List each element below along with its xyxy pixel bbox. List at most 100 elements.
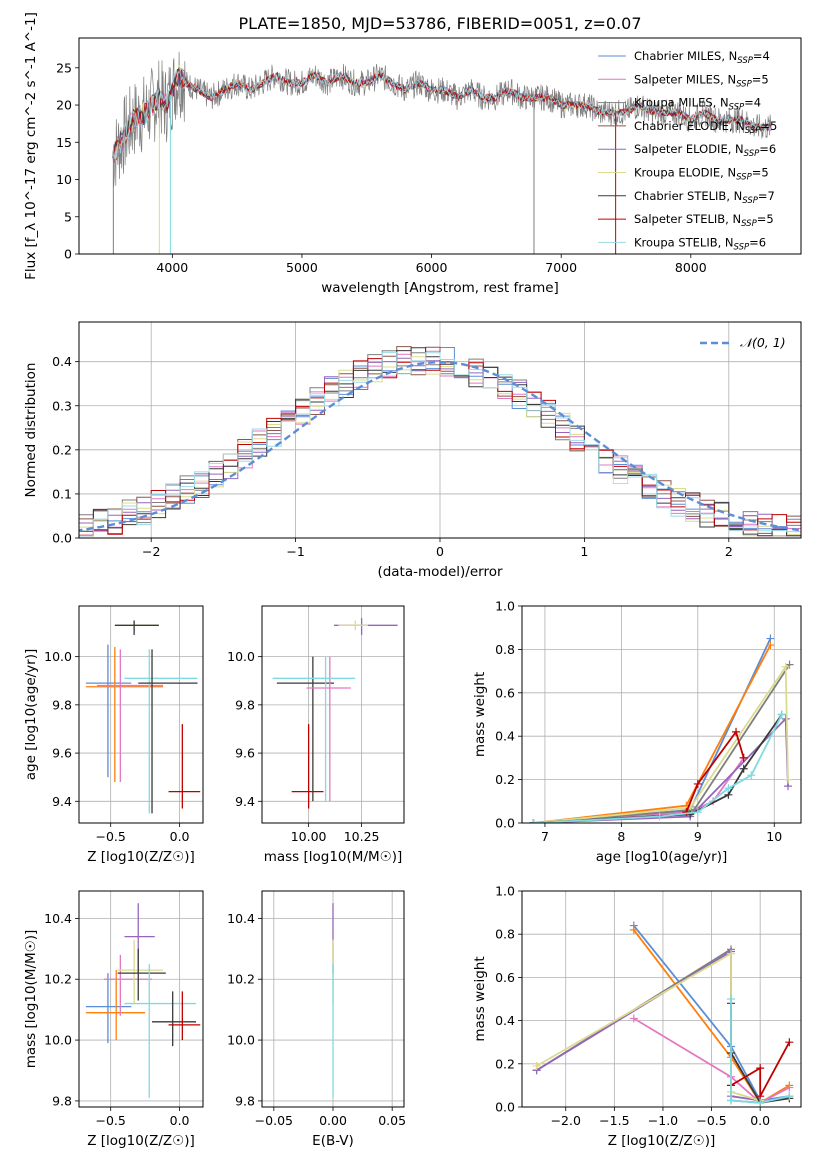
x-tick-label: 0.0 (750, 1113, 770, 1128)
x-tick-label: −1 (286, 544, 304, 559)
legend: 𝒩(0, 1) (700, 335, 786, 350)
plot-area (272, 618, 398, 809)
errorbar-point (338, 620, 368, 631)
x-tick-label: −1.0 (648, 1113, 678, 1128)
model-spectrum-line (112, 68, 772, 159)
x-tick-label: 0 (436, 544, 444, 559)
mass-weight-series-line (536, 949, 761, 1102)
plus-marker (727, 949, 736, 958)
legend-label: Kroupa STELIB, NSSP=6 (634, 235, 766, 252)
plot-age-vs-mass: 10.00 10.25 9.4 9.6 9.8 10.0 mass [log10(M/M☉)… (227, 605, 405, 865)
y-tick-label: 9.4 (52, 794, 72, 809)
plot-area (529, 634, 794, 823)
plus-marker (766, 641, 775, 650)
y-tick-label: 10.2 (44, 972, 72, 987)
y-tick-label: 0.2 (495, 1056, 515, 1071)
x-tick-label: 0.0 (170, 829, 190, 844)
x-tick-label: 8 (617, 829, 625, 844)
y-tick-label: 0.2 (495, 772, 515, 787)
errorbar-point (334, 618, 398, 635)
x-tick-label: 10.25 (344, 829, 380, 844)
plot-spectrum: 4000 5000 6000 7000 8000 0 5 10 15 20 25 wavelength… (23, 12, 802, 296)
errorbar-point (117, 948, 166, 1001)
legend-label: Chabrier STELIB, NSSP=7 (634, 189, 775, 206)
plot-area (112, 51, 772, 254)
x-axis-label: mass [log10(M/M☉)] (264, 849, 403, 865)
x-axis-label: E(B-V) (312, 1133, 354, 1149)
errorbar-point (124, 903, 155, 974)
y-tick-label: 0.8 (495, 642, 515, 657)
y-tick-label: 0.4 (495, 1013, 515, 1028)
legend-label: Chabrier ELODIE, NSSP=5 (634, 119, 777, 136)
errorbar-point (168, 991, 201, 1041)
y-tick-label: 10.0 (44, 1033, 72, 1048)
plots: 4000 5000 6000 7000 80000510152025wavelength… (23, 12, 802, 1149)
x-tick-label: −0.5 (96, 1113, 126, 1128)
x-tick-label: 10.00 (291, 829, 327, 844)
y-tick-label: 0.4 (52, 354, 72, 369)
y-tick-label: 0.0 (495, 1100, 515, 1115)
x-tick-label: −0.5 (96, 829, 126, 844)
legend-label: Chabrier MILES, NSSP=4 (634, 49, 770, 66)
errorbar-point (168, 724, 201, 809)
x-tick-label: −1.5 (599, 1113, 629, 1128)
axes-frame (261, 605, 405, 824)
x-tick-label: 6000 (416, 260, 448, 275)
plus-marker (629, 1014, 638, 1023)
y-tick-label: 10 (56, 172, 72, 187)
x-tick-label: 0.05 (378, 1113, 406, 1128)
errorbar-point (85, 644, 132, 778)
y-tick-label: 1.0 (495, 599, 515, 614)
errorbar-point (114, 620, 159, 635)
x-tick-label: −0.05 (255, 1113, 293, 1128)
x-tick-label: 5000 (286, 260, 318, 275)
x-tick-label: −2.0 (551, 1113, 581, 1128)
x-axis-label: Z [log10(Z/Z☉)] (608, 1133, 716, 1149)
x-tick-label: 0.0 (170, 1113, 190, 1128)
errorbar-point (103, 954, 153, 1016)
x-axis-label: Z [log10(Z/Z☉)] (87, 1133, 195, 1149)
plus-marker (781, 714, 790, 723)
plus-marker (785, 1038, 794, 1047)
plus-marker (727, 995, 736, 1003)
x-tick-label: −0.5 (696, 1113, 726, 1128)
plus-marker (739, 753, 748, 762)
legend-label: Kroupa ELODIE, NSSP=5 (634, 166, 769, 183)
y-tick-label: 15 (56, 135, 72, 150)
errorbar-point (276, 656, 335, 802)
legend: Chabrier MILES, NSSP=4 Salpeter MILES, NS… (598, 49, 777, 252)
plot-area (79, 346, 801, 537)
mass-weight-series-line (633, 925, 790, 1102)
plus-marker (756, 1064, 765, 1073)
x-tick-label: 0.00 (319, 1113, 347, 1128)
y-tick-label: 0.3 (52, 398, 72, 413)
y-tick-label: 9.6 (52, 746, 72, 761)
y-tick-label: 0.0 (52, 531, 72, 546)
plus-marker (732, 727, 741, 736)
y-tick-label: 10.4 (44, 911, 72, 926)
x-axis-label: Z [log10(Z/Z☉)] (87, 849, 195, 865)
y-tick-label: 10.0 (227, 1033, 255, 1048)
plus-marker (785, 1083, 794, 1092)
x-axis-label: age [log10(age/yr)] (596, 849, 728, 865)
axes-frame (78, 37, 802, 255)
plus-marker (693, 808, 702, 817)
errorbar-point (124, 649, 198, 814)
axes-frame (521, 605, 802, 824)
y-tick-label: 20 (56, 98, 72, 113)
plus-marker (727, 1096, 736, 1105)
plus-marker (785, 1092, 794, 1101)
y-tick-label: 25 (56, 60, 72, 75)
y-tick-label: 0.2 (52, 442, 72, 457)
y-tick-label: 10.0 (227, 649, 255, 664)
x-tick-label: 7 (541, 829, 549, 844)
normal-reference-curve (79, 360, 801, 532)
x-tick-label: 10 (766, 829, 782, 844)
axes-frame (521, 890, 802, 1108)
y-tick-label: 9.8 (235, 697, 255, 712)
y-tick-label: 0.6 (495, 970, 515, 985)
errorbar-point (306, 656, 352, 802)
plot-area (532, 921, 794, 1107)
mass-weight-series-line (685, 729, 745, 813)
plus-marker (529, 819, 538, 823)
